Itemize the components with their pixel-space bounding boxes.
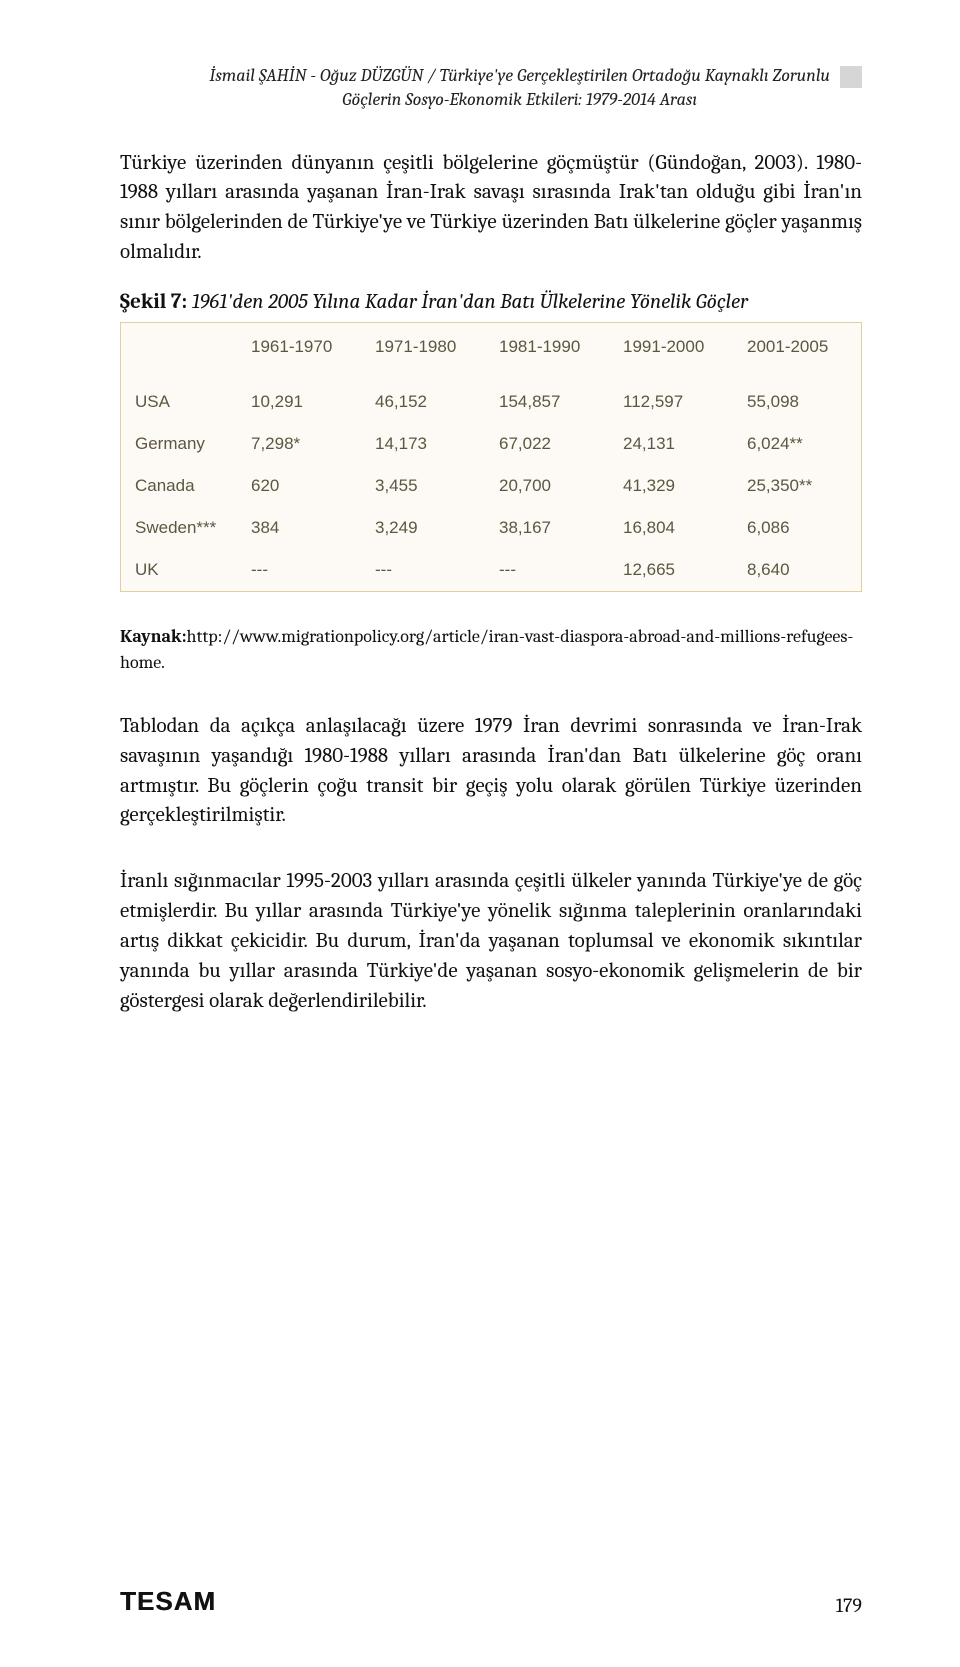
table-row: UK --- --- --- 12,665 8,640 (121, 549, 861, 591)
col-1971-1980: 1971-1980 (365, 323, 489, 381)
source-label: Kaynak: (120, 626, 187, 647)
cell: 384 (241, 507, 365, 549)
paragraph-2: Tablodan da açıkça anlaşılacağı üzere 19… (120, 712, 862, 831)
cell: 3,455 (365, 465, 489, 507)
cell: 38,167 (489, 507, 613, 549)
migration-table-wrap: 1961-1970 1971-1980 1981-1990 1991-2000 … (120, 322, 862, 592)
cell: 154,857 (489, 381, 613, 423)
running-header: İsmail ŞAHİN - Oğuz DÜZGÜN / Türkiye'ye … (120, 64, 862, 113)
paragraph-3: İranlı sığınmacılar 1995-2003 yılları ar… (120, 867, 862, 1016)
cell: 6,086 (737, 507, 861, 549)
cell: 8,640 (737, 549, 861, 591)
page: İsmail ŞAHİN - Oğuz DÜZGÜN / Türkiye'ye … (0, 0, 960, 1667)
cell: Canada (121, 465, 241, 507)
table-row: USA 10,291 46,152 154,857 112,597 55,098 (121, 381, 861, 423)
cell: 7,298* (241, 423, 365, 465)
page-number: 179 (836, 1594, 862, 1617)
cell: 10,291 (241, 381, 365, 423)
table-body: USA 10,291 46,152 154,857 112,597 55,098… (121, 381, 861, 591)
cell: 12,665 (613, 549, 737, 591)
footer-brand: TESAM (120, 1586, 216, 1617)
figure-caption-text: 1961'den 2005 Yılına Kadar İran'dan Batı… (187, 290, 748, 314)
cell: USA (121, 381, 241, 423)
table-head: 1961-1970 1971-1980 1981-1990 1991-2000 … (121, 323, 861, 381)
col-1961-1970: 1961-1970 (241, 323, 365, 381)
header-text: İsmail ŞAHİN - Oğuz DÜZGÜN / Türkiye'ye … (209, 64, 830, 113)
cell: --- (365, 549, 489, 591)
header-subtitle: Göçlerin Sosyo-Ekonomik Etkileri: 1979-2… (209, 88, 830, 112)
col-1981-1990: 1981-1990 (489, 323, 613, 381)
figure-caption: Şekil 7: 1961'den 2005 Yılına Kadar İran… (120, 290, 862, 314)
cell: 20,700 (489, 465, 613, 507)
migration-table: 1961-1970 1971-1980 1981-1990 1991-2000 … (121, 323, 861, 591)
source-text: http://www.migrationpolicy.org/article/i… (120, 626, 853, 673)
cell: 112,597 (613, 381, 737, 423)
cell: 620 (241, 465, 365, 507)
cell: 24,131 (613, 423, 737, 465)
table-row: Canada 620 3,455 20,700 41,329 25,350** (121, 465, 861, 507)
header-marker-icon (840, 66, 862, 88)
cell: 55,098 (737, 381, 861, 423)
source-line: Kaynak:http://www.migrationpolicy.org/ar… (120, 624, 862, 676)
cell: 41,329 (613, 465, 737, 507)
cell: 25,350** (737, 465, 861, 507)
cell: Sweden*** (121, 507, 241, 549)
cell: Germany (121, 423, 241, 465)
figure-label: Şekil 7: (120, 290, 187, 314)
table-row: Germany 7,298* 14,173 67,022 24,131 6,02… (121, 423, 861, 465)
cell: 3,249 (365, 507, 489, 549)
col-1991-2000: 1991-2000 (613, 323, 737, 381)
cell: 16,804 (613, 507, 737, 549)
page-footer: TESAM 179 (120, 1586, 862, 1617)
cell: 6,024** (737, 423, 861, 465)
cell: --- (489, 549, 613, 591)
paragraph-1: Türkiye üzerinden dünyanın çeşitli bölge… (120, 149, 862, 268)
cell: UK (121, 549, 241, 591)
table-header-row: 1961-1970 1971-1980 1981-1990 1991-2000 … (121, 323, 861, 381)
table-row: Sweden*** 384 3,249 38,167 16,804 6,086 (121, 507, 861, 549)
cell: 46,152 (365, 381, 489, 423)
cell: 67,022 (489, 423, 613, 465)
cell: 14,173 (365, 423, 489, 465)
col-country (121, 323, 241, 381)
col-2001-2005: 2001-2005 (737, 323, 861, 381)
cell: --- (241, 549, 365, 591)
header-authors-title: İsmail ŞAHİN - Oğuz DÜZGÜN / Türkiye'ye … (209, 65, 830, 86)
